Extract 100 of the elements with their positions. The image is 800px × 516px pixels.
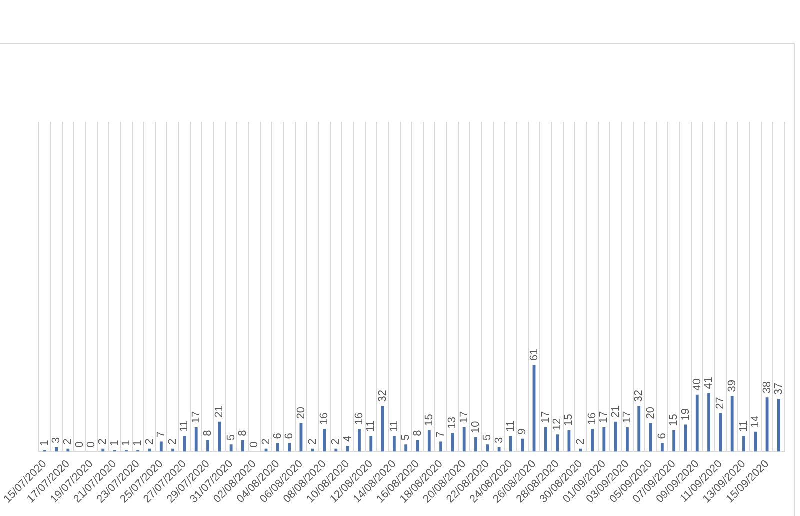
data-label: 12	[552, 418, 564, 431]
data-label: 9	[516, 428, 529, 435]
data-label: 41	[703, 377, 716, 390]
bar	[218, 422, 222, 452]
bar	[602, 428, 606, 452]
bar	[206, 440, 210, 452]
bar	[626, 428, 629, 452]
bar	[696, 394, 699, 452]
data-label: 4	[342, 436, 354, 442]
data-label: 10	[470, 421, 482, 434]
data-label: 6	[284, 433, 296, 440]
bar	[742, 436, 746, 452]
bar	[66, 448, 70, 452]
bar	[521, 438, 524, 452]
data-label: 19	[680, 408, 692, 421]
data-label: 0	[248, 442, 261, 448]
data-label: 3	[50, 437, 63, 444]
bar	[404, 444, 408, 452]
data-label: 15	[668, 414, 680, 426]
data-label: 16	[354, 412, 366, 425]
data-label: 15	[563, 414, 576, 426]
data-label: 20	[295, 407, 308, 420]
bar	[777, 399, 780, 452]
data-label: 27	[714, 397, 727, 410]
data-label: 0	[86, 442, 98, 448]
bar	[346, 446, 350, 452]
data-label: 7	[435, 432, 448, 438]
data-label: 2	[260, 438, 272, 445]
bar	[474, 438, 478, 452]
data-label: 6	[656, 433, 668, 440]
data-label: 2	[144, 438, 156, 445]
bar	[708, 393, 710, 452]
data-label: 17	[190, 411, 202, 424]
data-label: 11	[178, 420, 191, 432]
bar	[428, 430, 431, 452]
bar	[719, 413, 722, 452]
bar	[288, 443, 292, 452]
data-label: 32	[633, 390, 646, 402]
data-label: 2	[306, 438, 319, 445]
bar	[160, 442, 163, 452]
data-label: 2	[62, 438, 74, 445]
data-label: 32	[376, 390, 389, 402]
data-label: 39	[726, 380, 738, 392]
data-label: 40	[691, 378, 704, 391]
data-label: 17	[458, 411, 470, 424]
bar	[614, 422, 618, 452]
bar	[451, 433, 454, 452]
data-label: 13	[446, 416, 459, 430]
data-label: 17	[622, 411, 634, 424]
bar	[194, 428, 198, 452]
data-label: 2	[574, 438, 587, 445]
bar	[276, 443, 280, 452]
data-label: 11	[504, 420, 517, 432]
data-label: 61	[528, 348, 540, 361]
data-label: 8	[412, 430, 424, 436]
data-label: 14	[750, 416, 762, 428]
bar	[498, 447, 501, 452]
bar	[509, 436, 512, 452]
bar	[172, 448, 175, 452]
data-label: 1	[38, 440, 51, 446]
bar	[334, 448, 338, 452]
data-label: 2	[167, 438, 180, 445]
data-label: 2	[97, 438, 110, 445]
data-label: 38	[761, 381, 774, 394]
bar	[486, 444, 490, 452]
bar	[440, 442, 442, 452]
bar	[358, 428, 361, 452]
data-label: 21	[610, 406, 622, 418]
data-label: 6	[272, 433, 284, 440]
data-label: 8	[236, 430, 249, 436]
bar	[55, 447, 58, 452]
data-label: 3	[493, 437, 506, 444]
data-label: 17	[598, 411, 610, 424]
data-label: 5	[400, 434, 412, 441]
data-label: 11	[388, 420, 400, 432]
data-label: 16	[586, 412, 599, 425]
bar	[672, 430, 676, 452]
bar	[579, 448, 582, 452]
data-label: 8	[202, 430, 214, 436]
bar	[638, 406, 641, 452]
data-label: 21	[214, 406, 226, 418]
bar	[591, 428, 594, 452]
bar	[370, 436, 373, 452]
data-label: 11	[738, 420, 750, 432]
bar	[754, 432, 758, 452]
data-label: 11	[365, 420, 378, 432]
bar	[556, 434, 560, 452]
data-label: 1	[132, 440, 144, 446]
bar	[102, 448, 105, 452]
data-label: 5	[482, 434, 494, 441]
bar	[544, 428, 548, 452]
data-label: 0	[74, 442, 86, 448]
bar	[323, 428, 326, 452]
data-label: 15	[423, 414, 436, 426]
data-label: 20	[644, 407, 657, 420]
data-label: 16	[318, 412, 331, 425]
data-label: 1	[120, 440, 132, 446]
bar	[462, 428, 466, 452]
data-label: 5	[225, 434, 238, 441]
bar	[242, 440, 244, 452]
